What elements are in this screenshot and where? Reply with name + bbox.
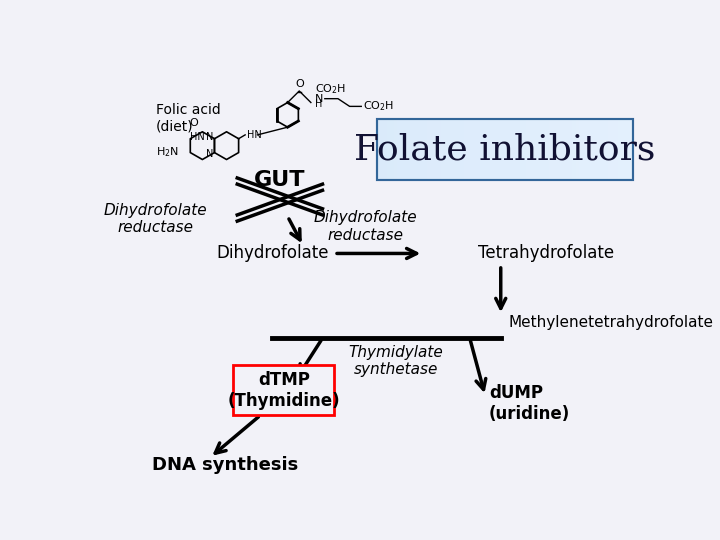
Text: Dihydrofolate
reductase: Dihydrofolate reductase — [104, 202, 207, 235]
Text: CO$_2$H: CO$_2$H — [363, 99, 394, 113]
Text: CO$_2$H: CO$_2$H — [315, 82, 346, 96]
Bar — [233, 365, 334, 415]
Text: O: O — [189, 118, 198, 128]
Text: N: N — [206, 149, 213, 159]
Text: N: N — [206, 132, 213, 142]
Bar — [377, 119, 632, 180]
Text: Dihydrofolate
reductase: Dihydrofolate reductase — [313, 210, 417, 242]
Text: H: H — [315, 99, 322, 109]
Text: Folate inhibitors: Folate inhibitors — [354, 132, 655, 166]
Text: N: N — [315, 93, 323, 104]
Text: Folic acid
(diet): Folic acid (diet) — [156, 103, 220, 133]
Text: Tetrahydrofolate: Tetrahydrofolate — [477, 245, 613, 262]
Text: Methylenetetrahydrofolate: Methylenetetrahydrofolate — [508, 315, 714, 330]
Text: O: O — [295, 79, 304, 89]
Text: Dihydrofolate: Dihydrofolate — [216, 245, 328, 262]
Bar — [377, 119, 632, 180]
Text: Thymidylate
synthetase: Thymidylate synthetase — [348, 345, 444, 377]
Text: DNA synthesis: DNA synthesis — [152, 456, 298, 474]
Text: dTMP
(Thymidine): dTMP (Thymidine) — [228, 371, 340, 409]
Text: HN: HN — [189, 132, 204, 142]
Text: HN: HN — [247, 130, 261, 140]
Text: H$_2$N: H$_2$N — [156, 146, 179, 159]
Text: GUT: GUT — [254, 170, 305, 190]
Text: dUMP
(uridine): dUMP (uridine) — [489, 384, 570, 423]
